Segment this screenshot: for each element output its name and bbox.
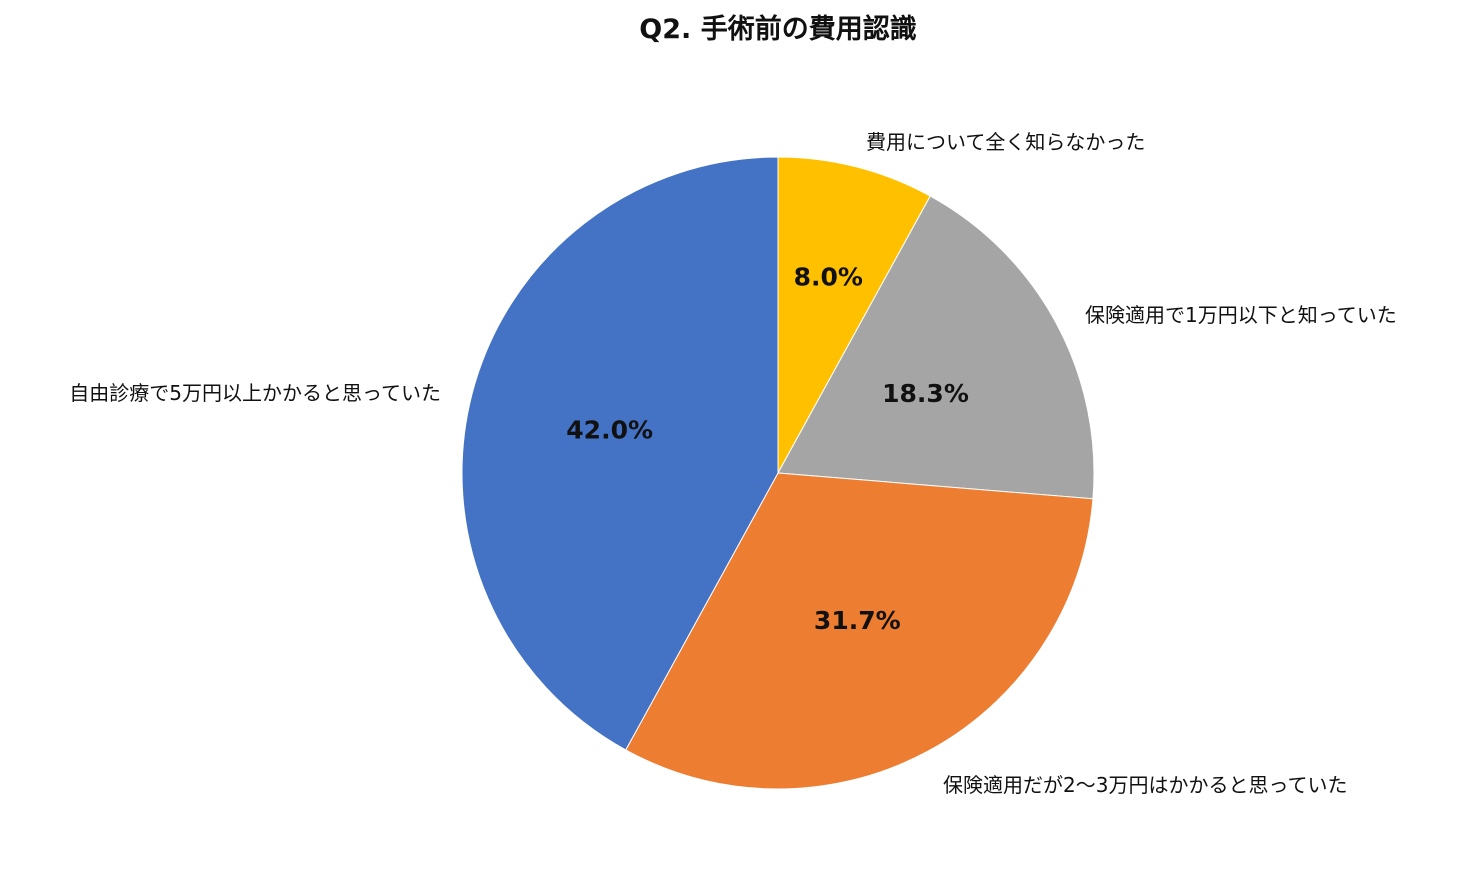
category-label-unknown: 費用について全く知らなかった bbox=[866, 130, 1145, 154]
category-label-under-10k: 保険適用で1万円以下と知っていた bbox=[1085, 303, 1397, 327]
pie-slice-unknown bbox=[777, 156, 931, 474]
data-label-unknown: 8.0% bbox=[794, 263, 863, 292]
chart-title: Q2. 手術前の費用認識 bbox=[639, 13, 916, 45]
category-label-over-50k: 自由診療で5万円以上かかると思っていた bbox=[69, 381, 441, 405]
pie-slices bbox=[461, 156, 1095, 790]
pie-slice-20k-30k bbox=[625, 472, 1094, 790]
pie-labels: 8.0% 費用について全く知らなかった 18.3% 保険適用で1万円以下と知っていた 3… bbox=[69, 130, 1396, 797]
data-label-20k-30k: 31.7% bbox=[814, 606, 901, 635]
pie-slice-under-10k bbox=[777, 195, 1095, 500]
category-label-20k-30k: 保険適用だが2〜3万円はかかると思っていた bbox=[943, 773, 1347, 797]
pie-slice-over-50k bbox=[461, 156, 779, 751]
data-label-under-10k: 18.3% bbox=[882, 379, 969, 408]
data-label-over-50k: 42.0% bbox=[566, 415, 653, 444]
